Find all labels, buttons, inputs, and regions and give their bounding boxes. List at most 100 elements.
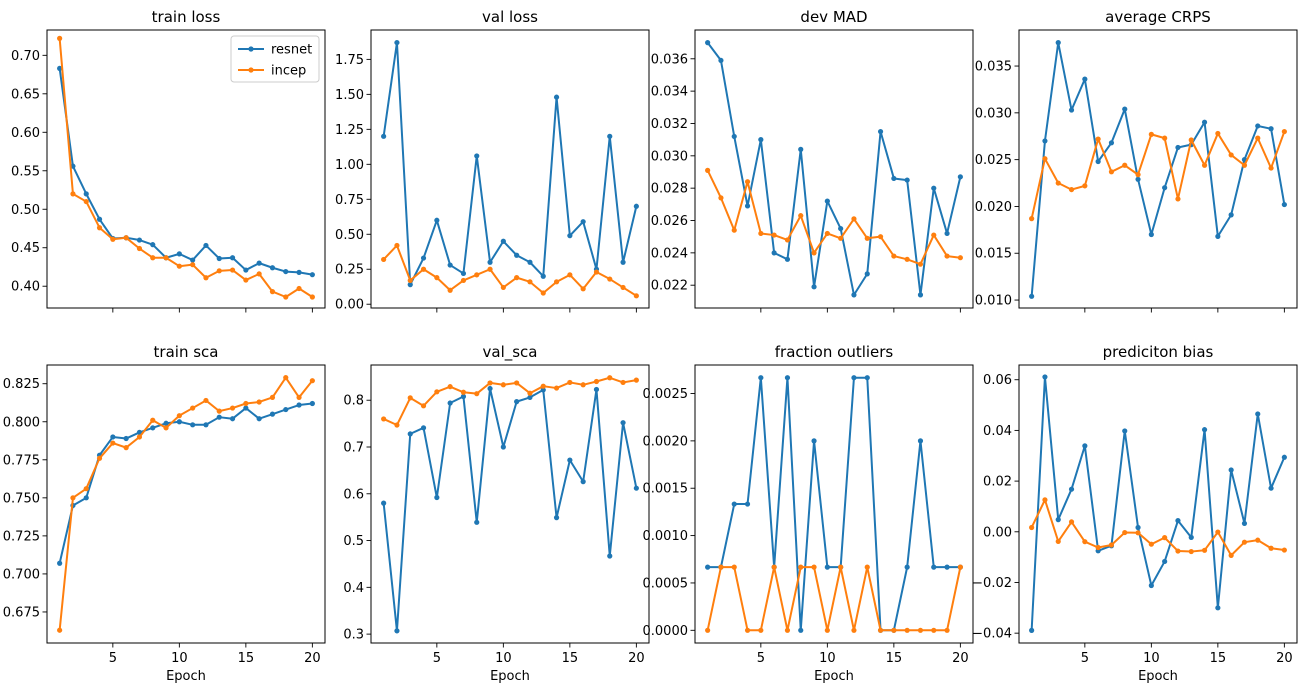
data-point-incep (718, 195, 724, 201)
data-point-resnet (434, 494, 440, 501)
data-point-incep (447, 287, 453, 293)
data-point-resnet (931, 185, 937, 191)
data-point-resnet (904, 177, 910, 183)
data-point-resnet (1268, 126, 1274, 132)
x-tick-label: 5 (1081, 651, 1089, 666)
plot-frame (370, 364, 650, 644)
data-point-incep (420, 266, 427, 272)
data-point-resnet (904, 564, 910, 570)
plot-frame (1018, 364, 1298, 644)
y-tick-label: 0.0020 (643, 434, 689, 449)
y-tick-label: 0.0000 (643, 624, 689, 639)
y-tick-label: 0.50 (11, 203, 40, 218)
x-tick-label: 5 (433, 651, 441, 666)
y-tick-label: 0.6 (343, 487, 364, 502)
data-point-incep (1122, 529, 1128, 536)
subplot-title: train sca (154, 343, 219, 361)
y-tick-label: 0.55 (11, 164, 40, 179)
y-tick-label: 0.025 (975, 153, 1012, 168)
data-point-incep (500, 284, 506, 291)
y-tick-label: 0.030 (651, 149, 688, 164)
data-point-incep (1055, 180, 1061, 186)
data-point-incep (607, 375, 613, 381)
data-point-resnet (567, 457, 573, 463)
series-line-resnet (1030, 41, 1286, 297)
data-point-resnet (633, 485, 639, 491)
data-point-incep (460, 389, 467, 395)
y-tick-label: 0.04 (983, 424, 1012, 439)
data-point-resnet (705, 40, 711, 46)
x-tick-label: 20 (628, 651, 645, 666)
data-point-incep (1188, 548, 1194, 555)
data-point-incep (877, 627, 884, 633)
data-point-resnet (1268, 485, 1274, 491)
y-tick-label: 0.675 (3, 605, 40, 620)
data-point-incep (420, 403, 427, 409)
data-point-incep (1162, 535, 1168, 541)
data-point-incep (944, 253, 950, 259)
data-point-resnet (420, 425, 427, 431)
x-tick-label: 20 (952, 651, 969, 666)
subplot-title: val_sca (483, 343, 538, 362)
y-tick-label: 0.775 (3, 453, 40, 468)
data-point-resnet (540, 273, 546, 279)
data-point-resnet (1135, 524, 1141, 531)
y-tick-label: 0.70 (11, 49, 40, 64)
x-tick-label: 5 (757, 651, 765, 666)
data-point-resnet (1148, 231, 1154, 238)
plot-frame (46, 29, 326, 309)
y-tick-label: 0.035 (975, 60, 1012, 75)
subplot-title: dev MAD (800, 8, 867, 26)
y-tick-label: 0.0015 (643, 482, 689, 497)
subplot-dev-mad: dev MAD 0.022 0.024 0.026 0.028 0.030 0.032 0.0… (651, 8, 974, 313)
data-point-resnet (811, 284, 817, 290)
subplot-title: train loss (152, 8, 221, 26)
data-point-incep (434, 389, 440, 395)
data-point-incep (758, 627, 764, 633)
data-point-incep (824, 230, 830, 237)
data-point-resnet (1188, 534, 1194, 540)
data-point-incep (527, 279, 533, 285)
data-point-resnet (500, 444, 506, 450)
data-point-incep (798, 564, 804, 570)
data-point-resnet (553, 515, 560, 521)
data-point-incep (607, 276, 613, 282)
y-tick-label: 0.5 (343, 534, 364, 549)
data-point-resnet (527, 259, 533, 265)
subplot-fraction-outliers: fraction outliers 0.0000 0.0005 0.0010 0.001… (643, 343, 974, 684)
data-point-incep (744, 179, 751, 185)
data-point-resnet (931, 564, 937, 570)
data-point-incep (296, 394, 302, 401)
y-tick-label: 0.0005 (643, 576, 689, 591)
y-tick-label: 0.032 (651, 117, 688, 132)
data-point-resnet (514, 399, 520, 405)
data-point-resnet (1029, 627, 1035, 633)
data-point-resnet (1082, 443, 1088, 449)
data-point-incep (838, 564, 844, 570)
data-point-incep (771, 232, 777, 238)
subplot-train-loss: train loss 0.40 0.45 0.50 0.55 0.60 0.65 0.70 re… (11, 8, 326, 313)
series-line-incep (1030, 498, 1285, 557)
data-point-incep (540, 383, 546, 389)
data-point-resnet (176, 419, 182, 425)
data-point-incep (1162, 135, 1168, 141)
data-point-incep (136, 434, 143, 440)
data-point-resnet (1215, 605, 1221, 611)
data-point-incep (744, 627, 751, 633)
x-tick-label: 15 (238, 651, 255, 666)
x-tick-label: 15 (562, 651, 579, 666)
data-point-incep (514, 275, 520, 281)
data-point-incep (83, 486, 89, 492)
y-tick-label: 0.034 (651, 85, 688, 100)
series-line-resnet (1030, 375, 1286, 631)
y-tick-label: 0.015 (975, 247, 1012, 262)
data-point-incep (1029, 216, 1035, 222)
y-tick-label: 0.825 (3, 377, 40, 392)
data-point-incep (1108, 169, 1115, 175)
data-point-incep (1095, 544, 1101, 551)
data-point-resnet (784, 375, 791, 381)
data-point-incep (150, 255, 156, 261)
subplot-average-crps: average CRPS 0.010 0.015 0.020 0.025 0.030 0.0… (975, 8, 1298, 313)
data-point-resnet (96, 216, 103, 222)
data-point-incep (283, 294, 289, 300)
